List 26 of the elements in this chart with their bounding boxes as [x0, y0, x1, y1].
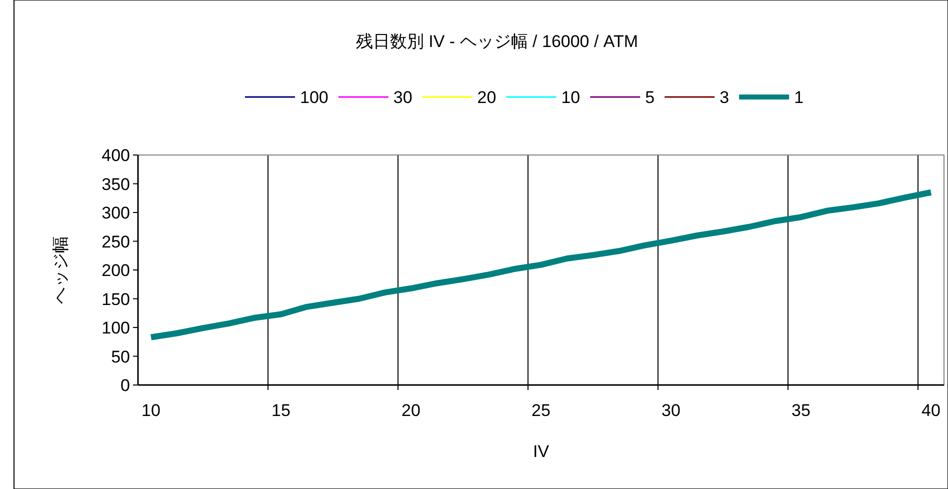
y-tick-label: 350 [102, 174, 130, 194]
legend-label: 1 [794, 88, 804, 107]
chart-title: 残日数別 IV - ヘッジ幅 / 16000 / ATM [356, 32, 638, 51]
x-axis-title: IV [532, 442, 550, 461]
y-tick-label: 300 [102, 204, 130, 222]
y-tick-label: 0 [120, 376, 130, 395]
legend-label: 20 [477, 88, 496, 107]
x-tick-label: 35 [792, 401, 810, 420]
x-tick-label: 10 [142, 401, 160, 420]
legend-label: 100 [300, 88, 328, 107]
legend-label: 10 [561, 88, 580, 107]
y-tick-label: 150 [102, 290, 130, 309]
legend-label: 3 [720, 88, 730, 107]
legend-label: 5 [645, 88, 655, 107]
x-tick-label: 40 [922, 401, 940, 420]
y-tick-label: 200 [102, 261, 130, 280]
y-tick-label: 250 [102, 232, 130, 252]
y-tick-label: 100 [102, 318, 130, 338]
legend-label: 30 [393, 88, 412, 107]
y-axis-title: ヘッジ幅 [51, 236, 70, 304]
y-tick-label: 400 [102, 146, 130, 165]
x-tick-label: 25 [532, 401, 550, 420]
x-tick-label: 30 [662, 401, 680, 420]
x-tick-label: 20 [402, 401, 420, 420]
y-tick-label: 50 [111, 347, 130, 366]
x-tick-label: 15 [272, 401, 290, 420]
